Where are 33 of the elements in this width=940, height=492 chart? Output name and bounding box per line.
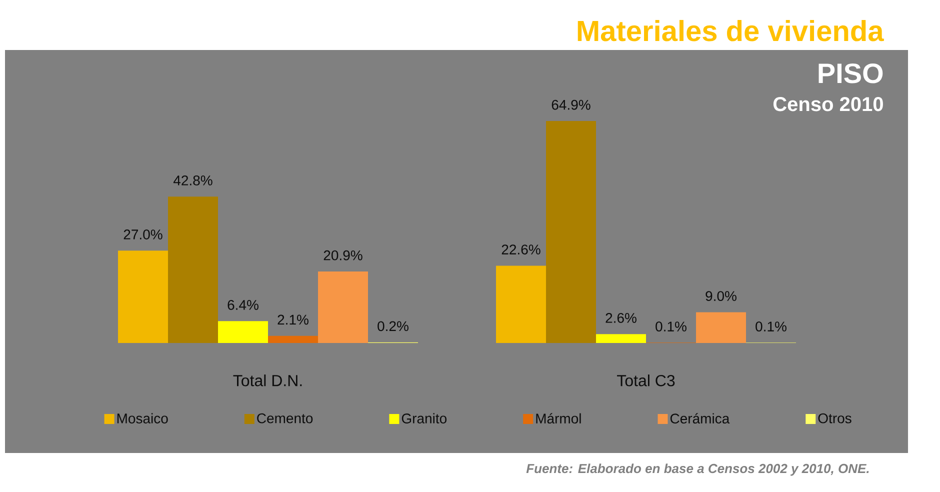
bar xyxy=(168,196,218,343)
bar xyxy=(496,266,546,343)
text: Censo 2010 xyxy=(773,97,883,112)
data-label: 27.0% xyxy=(124,230,162,240)
data-label: 42.8% xyxy=(173,175,212,186)
legend-label: Cemento xyxy=(257,413,313,424)
data-label: 64.9% xyxy=(552,100,590,110)
bar xyxy=(118,250,168,343)
bar xyxy=(318,272,368,343)
x-tick-label: Total D.N. xyxy=(233,374,302,386)
data-label: 2.1% xyxy=(278,314,308,325)
chart-title: Materiales de vivienda xyxy=(578,20,884,42)
data-label: 0.1% xyxy=(656,322,686,332)
legend-label: Cerámica xyxy=(670,413,730,424)
legend-label: Mármol xyxy=(536,413,581,424)
bar xyxy=(546,120,596,343)
x-tick-label: Total C3 xyxy=(617,374,675,386)
data-label: 6.4% xyxy=(228,300,258,310)
data-label: 22.6% xyxy=(502,244,540,254)
bar xyxy=(596,334,646,343)
data-label: 0.2% xyxy=(378,321,408,332)
source-note: Fuente: Elaborado en base a Censos 2002 y 2010, ONE. xyxy=(526,464,869,476)
bar xyxy=(696,312,746,343)
data-label: 20.9% xyxy=(324,250,362,260)
data-label: 9.0% xyxy=(706,291,736,302)
bar xyxy=(268,336,318,343)
data-label: 0.1% xyxy=(756,322,786,332)
bar xyxy=(218,321,268,343)
chart-subtitle: PISO xyxy=(818,63,883,84)
legend-label: Otros xyxy=(818,413,852,424)
data-label: 2.6% xyxy=(606,312,636,323)
legend-label: Mosaico xyxy=(117,413,168,424)
legend-label: Granito xyxy=(402,413,447,424)
